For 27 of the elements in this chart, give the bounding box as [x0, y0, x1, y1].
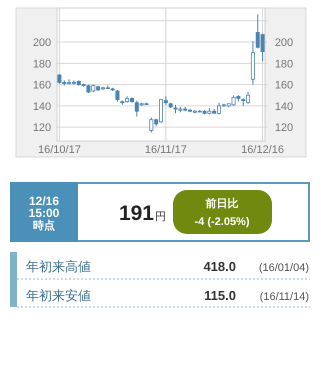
text: 115.0 [204, 288, 236, 303]
y2-tick-label: 120 [274, 122, 294, 134]
text: 15:00 [28, 206, 60, 220]
text: 年初来安値 [26, 288, 91, 303]
text: 年初来高値 [26, 259, 91, 274]
text: (16/11/14) [260, 291, 309, 303]
text: 12/16 [28, 194, 60, 208]
y2-tick-label: 160 [274, 80, 294, 92]
text: 時点 [33, 219, 55, 232]
y-tick-label: 160 [32, 80, 52, 92]
x-tick-label: 16/11/17 [144, 144, 187, 156]
y2-tick-label: 180 [274, 58, 294, 70]
text: 418.0 [203, 259, 236, 274]
y-tick-label: 120 [32, 122, 52, 134]
x-tick-label: 16/12/16 [241, 144, 284, 156]
y2-tick-label: 200 [274, 37, 294, 50]
y2-tick-label: 140 [274, 100, 294, 113]
text: 前日比 [204, 197, 238, 210]
text: 191 [118, 202, 154, 225]
y-tick-label: 200 [32, 37, 52, 50]
y-tick-label: 140 [32, 100, 52, 113]
x-tick-label: 16/10/17 [38, 144, 81, 156]
y-tick-label: 180 [32, 58, 52, 70]
candlestick [115, 89, 120, 102]
text: 円 [155, 211, 166, 223]
text: (16/01/04) [258, 262, 309, 274]
text: -4 (-2.05%) [194, 216, 250, 228]
